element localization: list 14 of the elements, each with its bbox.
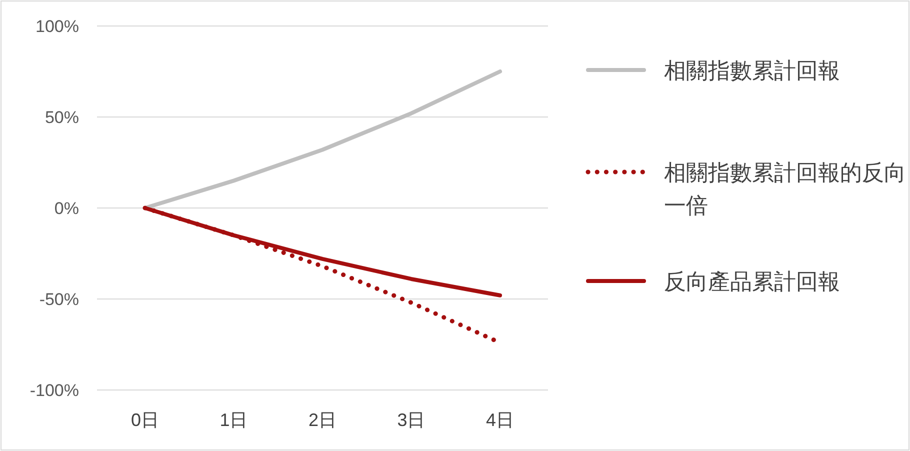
y-tick-label: -50% xyxy=(39,290,79,309)
y-tick-label: -100% xyxy=(30,381,79,400)
x-tick-label: 0日 xyxy=(130,410,160,430)
legend-label: 相關指數累計回報的反向一倍 xyxy=(664,160,906,218)
legend-label: 相關指數累計回報 xyxy=(664,58,840,83)
y-tick-label: 0% xyxy=(54,199,79,218)
x-tick-label: 1日 xyxy=(220,410,248,430)
y-tick-label: 50% xyxy=(44,108,79,127)
y-tick-label: 100% xyxy=(36,17,79,36)
x-tick-label: 3日 xyxy=(397,410,426,430)
legend-label: 反向產品累計回報 xyxy=(664,269,840,294)
line-series xyxy=(143,70,502,210)
x-tick-label: 2日 xyxy=(308,410,337,430)
x-tick-label: 4日 xyxy=(486,410,514,430)
